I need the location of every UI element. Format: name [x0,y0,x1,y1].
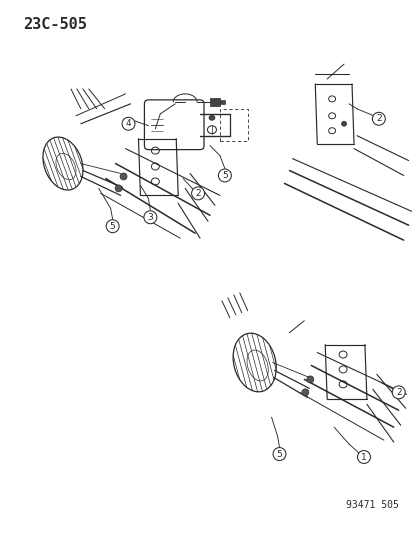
Circle shape [106,220,119,233]
Circle shape [391,386,404,399]
Ellipse shape [301,389,308,396]
Circle shape [191,187,204,200]
Text: 4: 4 [126,119,131,128]
Text: 2: 2 [195,189,200,198]
Text: 2: 2 [395,388,401,397]
Ellipse shape [306,376,313,383]
Ellipse shape [209,115,214,120]
Text: 5: 5 [276,449,282,458]
Circle shape [122,117,135,130]
Circle shape [273,448,285,461]
Ellipse shape [120,173,127,180]
Circle shape [218,169,231,182]
Text: 5: 5 [109,222,115,231]
Text: 1: 1 [360,453,366,462]
Text: 2: 2 [375,114,381,123]
Text: 93471 505: 93471 505 [346,500,399,510]
Ellipse shape [341,122,346,126]
Ellipse shape [115,185,122,192]
Bar [219,109,247,141]
Text: 3: 3 [147,213,153,222]
Circle shape [356,450,370,464]
Text: 5: 5 [221,171,227,180]
Bar [209,98,219,106]
Circle shape [144,211,157,224]
Text: 23C-505: 23C-505 [23,17,87,32]
Circle shape [371,112,385,125]
Bar [219,100,224,104]
